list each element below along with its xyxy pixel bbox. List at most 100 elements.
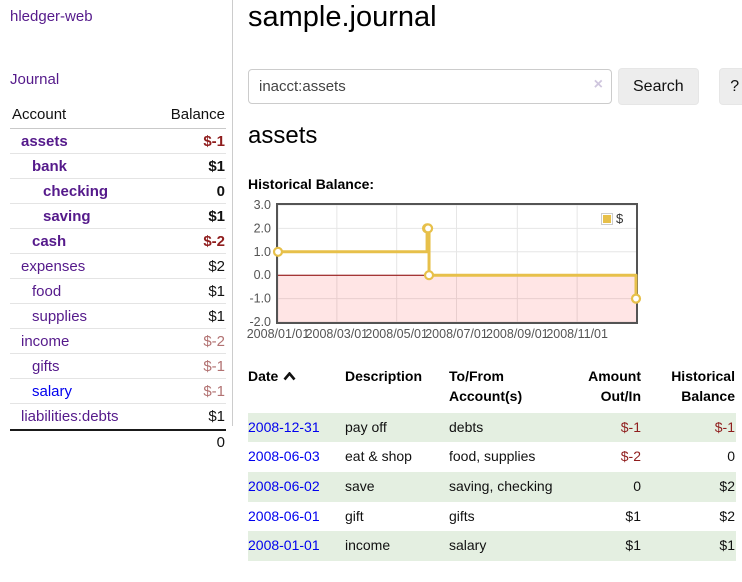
sidebar: hledger-web Journal Account Balance asse… <box>0 0 233 451</box>
register-row: 2008-06-02 save saving, checking 0 $2 <box>248 471 736 502</box>
search-button[interactable]: Search <box>618 68 699 105</box>
sidebar-account-row-supplies: supplies $1 <box>10 304 226 329</box>
help-button[interactable]: ? <box>718 68 742 105</box>
transaction-amount: $-2 <box>620 448 641 465</box>
account-link-liabilities-debts[interactable]: liabilities:debts <box>21 408 119 425</box>
journal-link[interactable]: Journal <box>10 71 60 88</box>
chart-title: Historical Balance: <box>248 176 375 192</box>
transaction-accounts: debts <box>449 418 484 435</box>
sidebar-account-row-bank: bank $1 <box>10 154 226 179</box>
svg-text:2008/01/01: 2008/01/01 <box>247 327 310 341</box>
sidebar-item-journal: Journal <box>10 71 59 88</box>
transaction-amount: 0 <box>633 477 641 494</box>
chart-canvas: 3.0 2.0 1.0 0.0 -1.0 -2.02008/01/012008/03/01… <box>247 198 642 341</box>
sidebar-account-row-checking: checking 0 <box>10 179 226 204</box>
svg-text:-1.0: -1.0 <box>249 292 271 306</box>
sidebar-account-row-expenses: expenses $2 <box>10 254 226 279</box>
sort-ascending-icon <box>283 366 296 386</box>
svg-text:2008/11/01: 2008/11/01 <box>546 327 608 341</box>
col-header-balance[interactable]: Historical Balance <box>671 368 735 405</box>
transaction-date-link[interactable]: 2008-06-03 <box>248 448 320 465</box>
account-link-food[interactable]: food <box>32 282 62 300</box>
account-balance: $-1 <box>203 382 225 400</box>
account-balance: $-2 <box>203 232 225 250</box>
account-balance: $-2 <box>203 332 225 350</box>
account-link-checking[interactable]: checking <box>43 182 109 200</box>
account-balance: $1 <box>208 408 225 425</box>
transaction-description: gift <box>345 507 364 524</box>
accounts-header-account: Account <box>12 106 67 123</box>
account-link-income[interactable]: income <box>21 332 70 350</box>
account-link-supplies[interactable]: supplies <box>32 307 88 325</box>
account-balance: $1 <box>208 207 225 225</box>
transaction-accounts: food, supplies <box>449 448 536 465</box>
transaction-description: pay off <box>345 418 387 435</box>
transaction-date-link[interactable]: 2008-01-01 <box>248 537 320 554</box>
sidebar-account-row-cash: cash $-2 <box>10 229 226 254</box>
app-title: hledger-web <box>10 8 93 25</box>
historical-balance-chart[interactable]: 3.0 2.0 1.0 0.0 -1.0 -2.0 2008/01/01 2008/03/01… <box>247 198 642 348</box>
account-balance: $1 <box>208 282 225 300</box>
account-link-assets[interactable]: assets <box>21 132 68 150</box>
svg-text:2008/07/01: 2008/07/01 <box>425 327 488 341</box>
account-balance: $1 <box>208 157 225 175</box>
transaction-description: save <box>345 477 375 494</box>
transaction-date-link[interactable]: 2008-12-31 <box>248 418 320 435</box>
accounts-total-value: 0 <box>216 434 225 451</box>
col-header-date-label: Date <box>248 368 279 384</box>
transaction-description: eat & shop <box>345 448 412 465</box>
chart-legend: $ <box>599 209 626 228</box>
accounts-table: Account Balance assets $-1 bank $1 check… <box>10 104 226 451</box>
search-bar: × Search ? <box>248 68 742 105</box>
account-link-gifts[interactable]: gifts <box>32 357 60 375</box>
svg-text:2008/03/01: 2008/03/01 <box>306 327 369 341</box>
svg-text:2.0: 2.0 <box>254 221 271 235</box>
transaction-accounts: salary <box>449 537 487 554</box>
transaction-balance: $2 <box>719 507 735 524</box>
sidebar-account-row-liabilities-debts: liabilities:debts $1 <box>10 404 226 429</box>
svg-text:1.0: 1.0 <box>254 245 271 259</box>
transaction-amount: $1 <box>625 507 641 524</box>
register-row: 2008-06-01 gift gifts $1 $2 <box>248 502 736 532</box>
register-row: 2008-06-03 eat & shop food, supplies $-2… <box>248 442 736 472</box>
transaction-balance: $-1 <box>714 418 735 435</box>
app-title-link[interactable]: hledger-web <box>10 8 93 25</box>
transaction-date-link[interactable]: 2008-06-02 <box>248 477 320 494</box>
accounts-header-balance: Balance <box>170 106 225 123</box>
account-balance: 0 <box>216 182 225 200</box>
transaction-amount: $-1 <box>620 418 641 435</box>
transaction-balance: $2 <box>719 477 735 494</box>
svg-text:3.0: 3.0 <box>254 198 271 212</box>
sidebar-account-row-food: food $1 <box>10 279 226 304</box>
transaction-amount: $1 <box>625 537 641 554</box>
col-header-amount[interactable]: Amount Out/In <box>588 368 641 405</box>
col-header-date[interactable]: Date <box>248 361 345 413</box>
transaction-date-link[interactable]: 2008-06-01 <box>248 507 320 524</box>
transaction-description: income <box>345 537 391 554</box>
search-input[interactable] <box>248 69 612 104</box>
account-link-bank[interactable]: bank <box>32 157 68 175</box>
page-title: sample.journal <box>248 1 437 33</box>
sidebar-account-row-saving: saving $1 <box>10 204 226 229</box>
register-header-row: Date Description To/From Account(s) Amou… <box>248 361 736 413</box>
account-balance: $-1 <box>203 357 225 375</box>
account-balance: $1 <box>208 307 225 325</box>
account-balance: $2 <box>208 257 225 275</box>
sidebar-account-row-income: income $-2 <box>10 329 226 354</box>
col-header-description[interactable]: Description <box>345 368 423 384</box>
svg-text:-2.0: -2.0 <box>249 315 271 329</box>
clear-search-icon[interactable]: × <box>593 76 603 93</box>
register-row: 2008-12-31 pay off debts $-1 $-1 <box>248 412 736 443</box>
legend-swatch-icon <box>601 212 613 225</box>
transaction-balance: 0 <box>727 448 735 465</box>
account-link-cash[interactable]: cash <box>32 232 67 250</box>
transaction-accounts: gifts <box>449 507 475 524</box>
sidebar-account-row-salary: salary $-1 <box>10 379 226 404</box>
account-link-saving[interactable]: saving <box>43 207 91 225</box>
account-link-expenses[interactable]: expenses <box>21 257 86 275</box>
legend-label: $ <box>616 211 624 226</box>
svg-text:2008/05/01: 2008/05/01 <box>365 327 428 341</box>
account-link-salary[interactable]: salary <box>32 382 73 400</box>
accounts-total-row: 0 <box>10 429 226 451</box>
col-header-accounts[interactable]: To/From Account(s) <box>449 368 523 405</box>
